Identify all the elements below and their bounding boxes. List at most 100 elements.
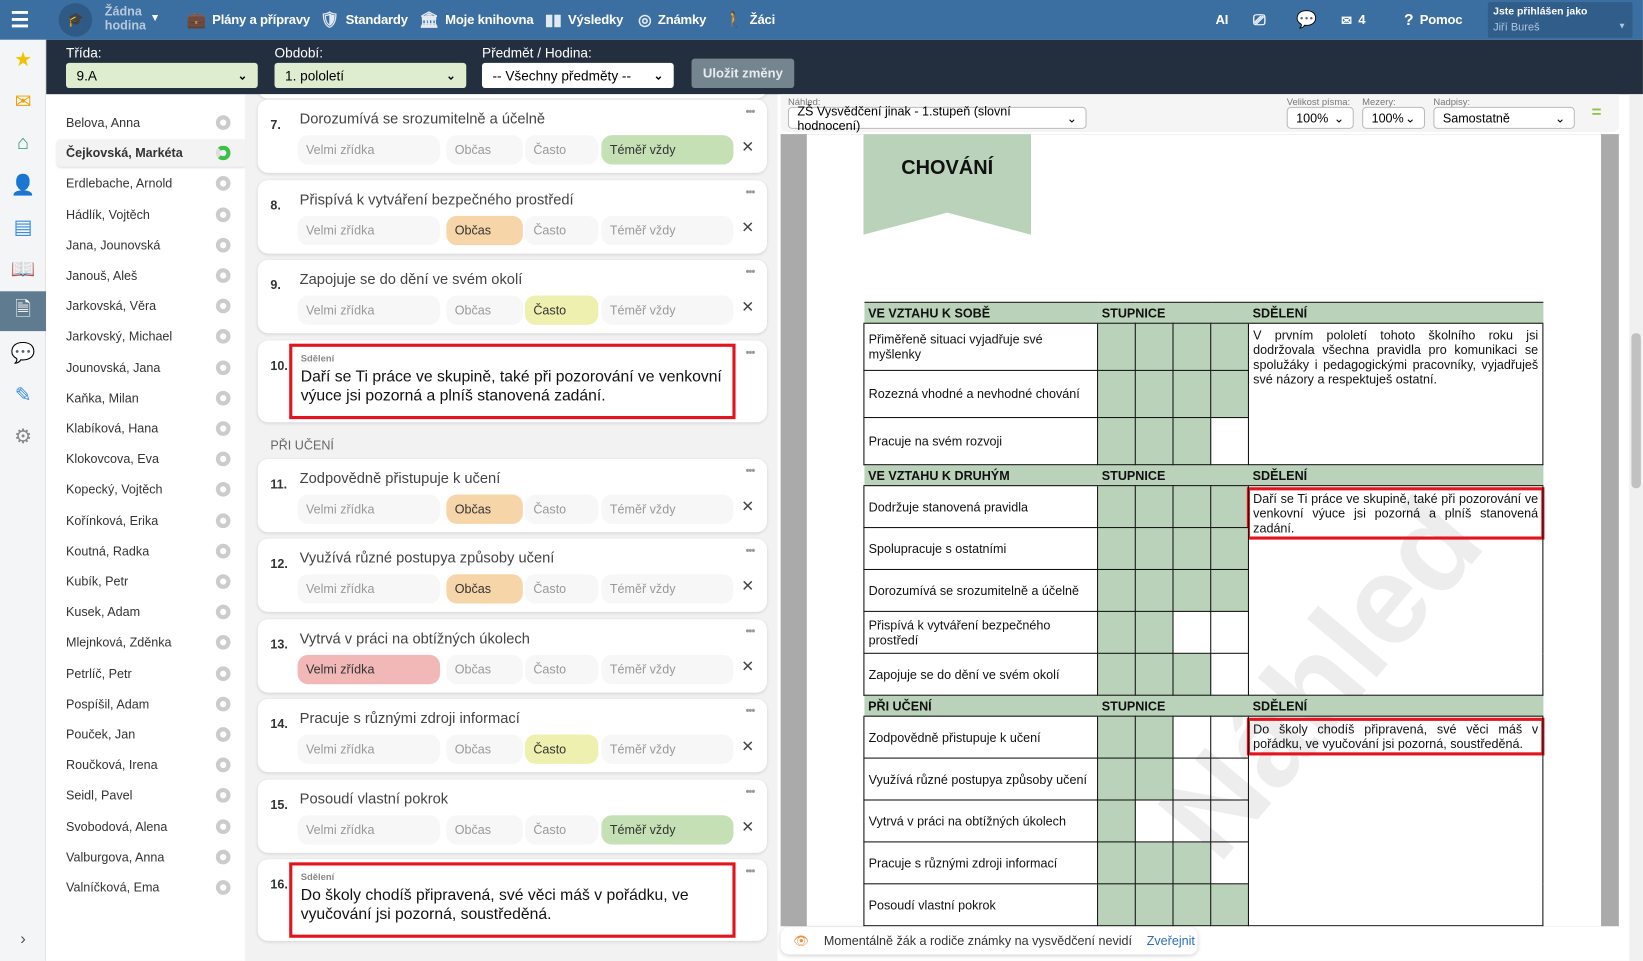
- scale-option[interactable]: Často: [524, 654, 599, 684]
- scale-option[interactable]: Téměř vždy: [601, 494, 734, 524]
- nav-library[interactable]: 🏛 Moje knihovna: [419, 0, 533, 40]
- nav-pupils[interactable]: 🚶 Žáci: [724, 0, 775, 40]
- more-options-icon[interactable]: •••: [745, 346, 755, 359]
- publish-link[interactable]: Zveřejnit: [1146, 933, 1195, 949]
- scale-option[interactable]: Velmi zřídka: [297, 734, 441, 764]
- user-menu[interactable]: Jste přihlášen jako Jiří Bureš ▼: [1487, 2, 1633, 38]
- scale-option[interactable]: Velmi zřídka: [297, 654, 441, 684]
- scale-option[interactable]: Často: [524, 295, 599, 325]
- nav-standards[interactable]: 🛡 Standardy: [320, 0, 408, 40]
- scale-option[interactable]: Občas: [446, 135, 523, 165]
- scale-option[interactable]: Často: [524, 215, 599, 245]
- scale-option[interactable]: Téměř vždy: [601, 295, 734, 325]
- scale-option[interactable]: Téměř vždy: [601, 654, 734, 684]
- help-button[interactable]: ? Pomoc: [1404, 0, 1463, 40]
- clear-icon[interactable]: ✕: [741, 817, 755, 836]
- ai-button[interactable]: AI: [1215, 12, 1229, 28]
- mail-icon[interactable]: ✉: [14, 90, 32, 113]
- mail-button[interactable]: ✉ 4: [1341, 0, 1365, 40]
- menu-lines-icon[interactable]: =: [1591, 103, 1602, 122]
- student-item[interactable]: Kořínková, Erika: [57, 507, 246, 534]
- document-icon[interactable]: 🗎: [0, 291, 47, 332]
- scale-option[interactable]: Občas: [446, 734, 523, 764]
- font-size-select[interactable]: 100% ⌄: [1286, 106, 1354, 129]
- nav-grades[interactable]: ◎ Známky: [638, 0, 706, 40]
- more-options-icon[interactable]: •••: [745, 625, 755, 638]
- chevron-down-icon[interactable]: ▼: [149, 12, 161, 25]
- save-changes-button[interactable]: Uložit změny: [691, 58, 795, 89]
- more-options-icon[interactable]: •••: [745, 785, 755, 798]
- more-options-icon[interactable]: •••: [745, 865, 755, 879]
- hamburger-menu-icon[interactable]: ☰: [10, 8, 30, 32]
- scale-option[interactable]: Často: [524, 135, 599, 165]
- student-item[interactable]: Valníčková, Ema: [57, 874, 246, 901]
- lesson-selector[interactable]: Žádna hodina: [104, 4, 146, 33]
- student-item[interactable]: Seidl, Pavel: [57, 782, 246, 809]
- student-item[interactable]: Jana, Jounovská: [57, 231, 246, 258]
- scale-option[interactable]: Velmi zřídka: [297, 295, 441, 325]
- pen-icon[interactable]: ✎: [14, 384, 32, 407]
- scale-option[interactable]: Často: [524, 494, 599, 524]
- student-item[interactable]: Jounovská, Jana: [57, 354, 246, 381]
- view-select[interactable]: ZŠ Vysvědčení jinak - 1.stupeň (slovní h…: [787, 103, 1087, 133]
- scale-option[interactable]: Často: [524, 574, 599, 604]
- student-item[interactable]: Erdlebache, Arnold: [57, 170, 246, 197]
- student-item[interactable]: Klokovcova, Eva: [57, 446, 246, 473]
- clear-icon[interactable]: ✕: [741, 657, 755, 676]
- scale-option[interactable]: Téměř vždy: [601, 734, 734, 764]
- more-options-icon[interactable]: •••: [745, 705, 755, 718]
- student-item[interactable]: Roučková, Irena: [57, 751, 246, 778]
- student-item[interactable]: Kubík, Petr: [57, 568, 246, 595]
- comment-field[interactable]: Sdělení Do školy chodíš připravená, své v…: [289, 862, 736, 938]
- nav-plans[interactable]: 💼 Plány a přípravy: [187, 0, 311, 40]
- cast-icon[interactable]: ⎚: [1253, 11, 1266, 29]
- student-item[interactable]: Kopecký, Vojtěch: [57, 476, 246, 503]
- home-icon[interactable]: ⌂: [17, 132, 30, 155]
- clear-icon[interactable]: ✕: [741, 298, 755, 317]
- clear-icon[interactable]: ✕: [741, 497, 755, 515]
- nav-results[interactable]: ▮▮ Výsledky: [545, 0, 623, 40]
- student-item[interactable]: Klabíková, Hana: [57, 415, 246, 442]
- scale-option[interactable]: Občas: [446, 654, 523, 684]
- student-item[interactable]: Kusek, Adam: [57, 598, 246, 625]
- more-options-icon[interactable]: •••: [745, 266, 755, 279]
- scale-option[interactable]: Téměř vždy: [601, 574, 734, 604]
- star-icon[interactable]: ★: [14, 48, 32, 71]
- scale-option[interactable]: Občas: [446, 814, 523, 845]
- scale-option[interactable]: Často: [524, 734, 599, 764]
- scale-option[interactable]: Občas: [446, 574, 523, 604]
- scale-option[interactable]: Velmi zřídka: [297, 574, 441, 604]
- student-item[interactable]: Jarkovská, Věra: [57, 293, 246, 320]
- scale-option[interactable]: Občas: [446, 295, 523, 325]
- student-item[interactable]: Janouš, Aleš: [57, 262, 246, 289]
- user-icon[interactable]: 👤: [10, 174, 36, 197]
- student-item[interactable]: Pouček, Jan: [57, 721, 246, 748]
- scale-option[interactable]: Často: [524, 814, 599, 845]
- student-item[interactable]: Svobodová, Alena: [57, 813, 246, 840]
- clear-icon[interactable]: ✕: [741, 138, 755, 157]
- expand-chevron-icon[interactable]: ›: [20, 930, 26, 949]
- class-select[interactable]: 9.A ⌄: [66, 62, 258, 89]
- scale-option[interactable]: Velmi zřídka: [297, 215, 441, 245]
- scale-option[interactable]: Velmi zřídka: [297, 135, 441, 165]
- period-select[interactable]: 1. pololetí ⌄: [274, 62, 467, 89]
- clear-icon[interactable]: ✕: [741, 218, 755, 237]
- scale-option[interactable]: Velmi zřídka: [297, 494, 441, 524]
- comment-field[interactable]: Sdělení Daří se Ti práce ve skupině, také…: [289, 343, 736, 419]
- more-options-icon[interactable]: •••: [745, 105, 755, 119]
- student-item[interactable]: Pospíšil, Adam: [57, 690, 246, 717]
- scale-option[interactable]: Téměř vždy: [601, 215, 734, 245]
- subject-select[interactable]: -- Všechny předměty -- ⌄: [481, 62, 674, 89]
- clear-icon[interactable]: ✕: [741, 737, 755, 756]
- scrollbar-thumb[interactable]: [1631, 333, 1641, 489]
- clear-icon[interactable]: ✕: [741, 577, 755, 596]
- student-item[interactable]: Petrlíč, Petr: [57, 660, 246, 687]
- chat-icon[interactable]: 💬: [1296, 11, 1317, 30]
- notebook-icon[interactable]: ▤: [13, 216, 33, 239]
- student-item[interactable]: Koutná, Radka: [57, 537, 246, 564]
- more-options-icon[interactable]: •••: [745, 544, 755, 558]
- scale-option[interactable]: Téměř vždy: [601, 814, 734, 845]
- lesson-avatar-icon[interactable]: 🎓: [58, 3, 93, 37]
- book-icon[interactable]: 📖: [10, 258, 36, 281]
- scrollbar[interactable]: [1629, 94, 1643, 961]
